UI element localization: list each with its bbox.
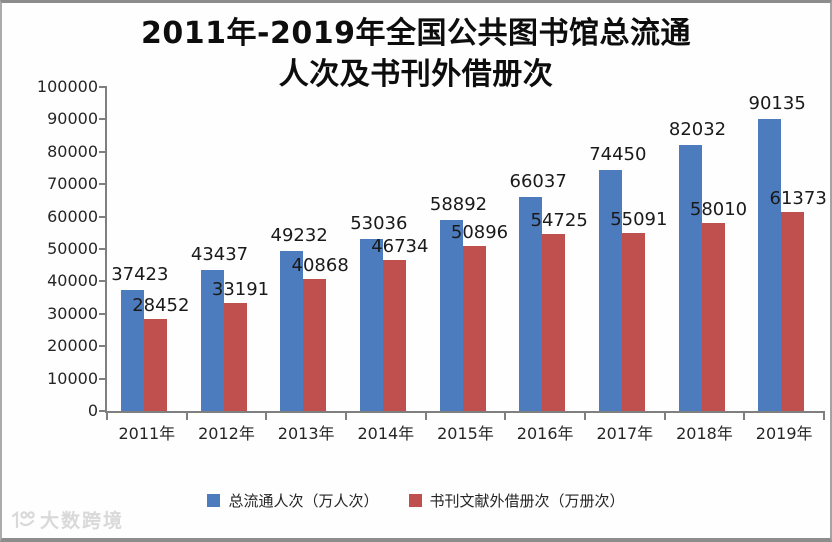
legend-item-lending-count: 书刊文献外借册次（万册次） — [408, 490, 625, 511]
x-axis-category-label: 2017年 — [596, 424, 654, 443]
legend-swatch-blue — [207, 494, 221, 507]
y-axis-tick — [99, 118, 106, 121]
bar-total-visits — [120, 289, 144, 411]
y-axis-tick — [99, 183, 106, 186]
y-axis-tick-label: 100000 — [36, 77, 98, 96]
x-axis-category-label: 2011年 — [118, 424, 176, 443]
y-axis-tick — [99, 345, 106, 348]
y-axis-tick-label: 70000 — [47, 174, 98, 194]
plot-area: 0 10000 20000 30000 40000 50000 60000 70000 8000… — [2, 3, 830, 538]
x-axis-tick — [185, 413, 188, 420]
y-axis-tick — [99, 150, 106, 153]
y-axis-tick-label: 50000 — [47, 239, 98, 258]
bar-lending-count — [143, 318, 167, 411]
bar-total-visits — [678, 145, 702, 411]
data-label-lending-count: 50896 — [450, 222, 509, 244]
y-axis-tick-label: 90000 — [47, 109, 98, 129]
bar-lending-count — [542, 233, 566, 411]
chart-title-line1: 2011年-2019年全国公共图书馆总流通 — [141, 16, 691, 51]
y-axis-tick-label: 40000 — [47, 271, 98, 291]
y-axis-tick — [99, 312, 106, 315]
y-axis-tick-label: 60000 — [47, 206, 98, 226]
bar-lending-count — [223, 303, 247, 411]
data-label-total-visits: 66037 — [509, 171, 567, 193]
y-axis-tick — [99, 86, 106, 88]
legend-label-lending-count: 书刊文献外借册次（万册次） — [429, 492, 625, 510]
watermark-text: 大数跨境 — [40, 510, 125, 532]
y-axis-tick — [99, 248, 106, 250]
data-label-total-visits: 49232 — [270, 225, 328, 247]
x-axis-tick — [345, 413, 347, 420]
y-axis-line — [105, 86, 107, 413]
data-label-lending-count: 46734 — [371, 235, 429, 257]
bar-lending-count — [303, 278, 327, 411]
data-label-total-visits: 58892 — [429, 194, 488, 216]
x-axis-tick — [823, 413, 825, 420]
x-axis-category-label: 2016年 — [516, 424, 574, 443]
x-axis-tick — [106, 413, 108, 420]
chart-title: 2011年-2019年全国公共图书馆总流通 人次及书刊外借册次 — [2, 13, 830, 95]
data-label-total-visits: 53036 — [350, 213, 408, 235]
bar-total-visits — [598, 169, 622, 411]
data-label-total-visits: 37423 — [111, 263, 169, 285]
bar-total-visits — [519, 197, 543, 411]
data-label-total-visits: 43437 — [190, 244, 249, 266]
y-axis-tick-label: 10000 — [47, 368, 98, 388]
data-label-lending-count: 33191 — [211, 279, 270, 301]
bar-total-visits — [200, 270, 224, 411]
x-axis-tick — [663, 413, 666, 420]
y-axis-tick-label: 20000 — [47, 336, 98, 356]
y-axis-tick-label: 0 — [87, 401, 98, 420]
y-axis-tick — [99, 215, 106, 218]
x-axis-tick — [424, 413, 427, 420]
x-axis-category-label: 2018年 — [676, 424, 733, 443]
bar-lending-count — [382, 259, 406, 411]
data-label-lending-count: 28452 — [132, 294, 190, 316]
x-axis-category-label: 2012年 — [198, 424, 255, 443]
bar-lending-count — [701, 223, 725, 411]
bar-lending-count — [621, 232, 645, 411]
watermark: 大数跨境 — [10, 506, 124, 533]
x-axis-category-label: 2015年 — [437, 424, 494, 443]
bar-total-visits — [439, 220, 463, 411]
x-axis-tick — [743, 413, 746, 420]
watermark-logo-icon — [10, 509, 36, 531]
data-label-lending-count: 40868 — [291, 254, 349, 276]
legend-label-total-visits: 总流通人次（万人次） — [228, 492, 379, 510]
x-axis-category-label: 2019年 — [755, 424, 813, 443]
bar-total-visits — [758, 118, 782, 411]
data-label-total-visits: 90135 — [748, 92, 806, 114]
legend-item-total-visits: 总流通人次（万人次） — [207, 490, 379, 511]
chart-title-line2: 人次及书刊外借册次 — [278, 57, 554, 92]
legend-swatch-red — [408, 494, 422, 507]
y-axis-tick — [99, 377, 106, 380]
y-axis-tick — [99, 280, 106, 283]
data-label-total-visits: 82032 — [668, 119, 727, 141]
x-axis-category-label: 2013年 — [277, 424, 335, 443]
legend: 总流通人次（万人次） 书刊文献外借册次（万册次） — [2, 490, 830, 511]
y-axis-tick-label: 80000 — [47, 141, 98, 161]
data-label-lending-count: 54725 — [530, 209, 588, 231]
data-label-lending-count: 58010 — [689, 199, 748, 221]
x-axis-tick — [504, 413, 507, 420]
x-axis-category-label: 2014年 — [357, 424, 415, 443]
bar-total-visits — [280, 251, 304, 411]
x-axis-tick — [265, 413, 268, 420]
data-label-lending-count: 61373 — [769, 188, 827, 210]
y-axis-tick-label: 30000 — [47, 303, 98, 323]
x-axis-tick — [584, 413, 586, 420]
bar-lending-count — [781, 212, 805, 411]
bar-lending-count — [462, 246, 486, 411]
y-axis-tick — [99, 410, 106, 412]
x-axis-line — [105, 411, 825, 413]
data-label-lending-count: 55091 — [610, 208, 668, 230]
data-label-total-visits: 74450 — [589, 143, 647, 165]
bar-total-visits — [359, 239, 383, 411]
